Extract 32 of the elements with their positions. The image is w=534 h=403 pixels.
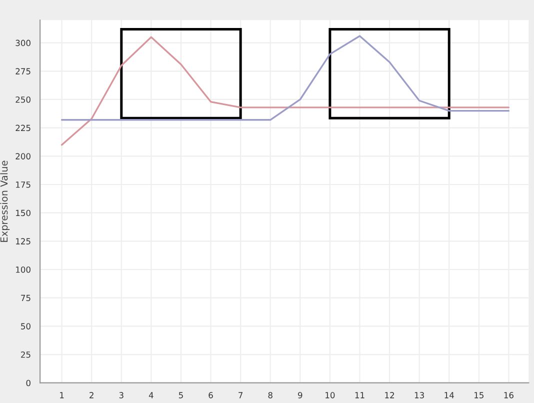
x-tick-label: 4 bbox=[148, 392, 154, 398]
x-tick-label: 7 bbox=[238, 392, 242, 398]
y-tick-label: 125 bbox=[16, 238, 30, 244]
x-tick-label: 2 bbox=[90, 392, 94, 398]
y-tick-label: 0 bbox=[26, 380, 30, 386]
x-tick-label: 1 bbox=[60, 392, 64, 398]
y-tick-label: 50 bbox=[21, 323, 30, 330]
x-tick-label: 13 bbox=[414, 392, 424, 398]
x-tick-label: 5 bbox=[178, 392, 183, 398]
x-tick-label: 8 bbox=[268, 392, 272, 398]
y-tick-label: 25 bbox=[21, 351, 30, 358]
x-tick-label: 11 bbox=[355, 392, 364, 398]
y-tick-label: 225 bbox=[16, 124, 30, 132]
y-tick-label: 100 bbox=[16, 266, 30, 273]
y-tick-label: 275 bbox=[16, 68, 30, 74]
x-tick-label: 9 bbox=[298, 392, 302, 398]
y-axis-title: Expression Value bbox=[0, 160, 10, 242]
x-tick-label: 14 bbox=[444, 392, 454, 398]
y-tick-label: 175 bbox=[16, 182, 30, 188]
y-tick-label: 75 bbox=[21, 294, 30, 302]
y-tick-label: 300 bbox=[16, 40, 30, 46]
x-tick-label: 10 bbox=[326, 392, 335, 398]
x-tick-label: 15 bbox=[474, 392, 484, 398]
y-tick-label: 200 bbox=[16, 153, 30, 160]
x-tick-label: 12 bbox=[385, 392, 394, 398]
line-series bbox=[60, 35, 510, 121]
x-tick-label: 16 bbox=[504, 392, 514, 398]
x-tick-label: 6 bbox=[208, 392, 213, 398]
y-tick-label: 150 bbox=[16, 210, 30, 216]
line-series bbox=[60, 36, 510, 146]
x-tick-label: 3 bbox=[119, 392, 124, 398]
y-tick-label: 250 bbox=[16, 96, 30, 103]
